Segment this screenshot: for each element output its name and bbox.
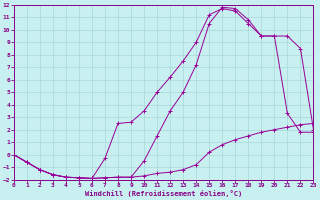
X-axis label: Windchill (Refroidissement éolien,°C): Windchill (Refroidissement éolien,°C) (85, 190, 242, 197)
